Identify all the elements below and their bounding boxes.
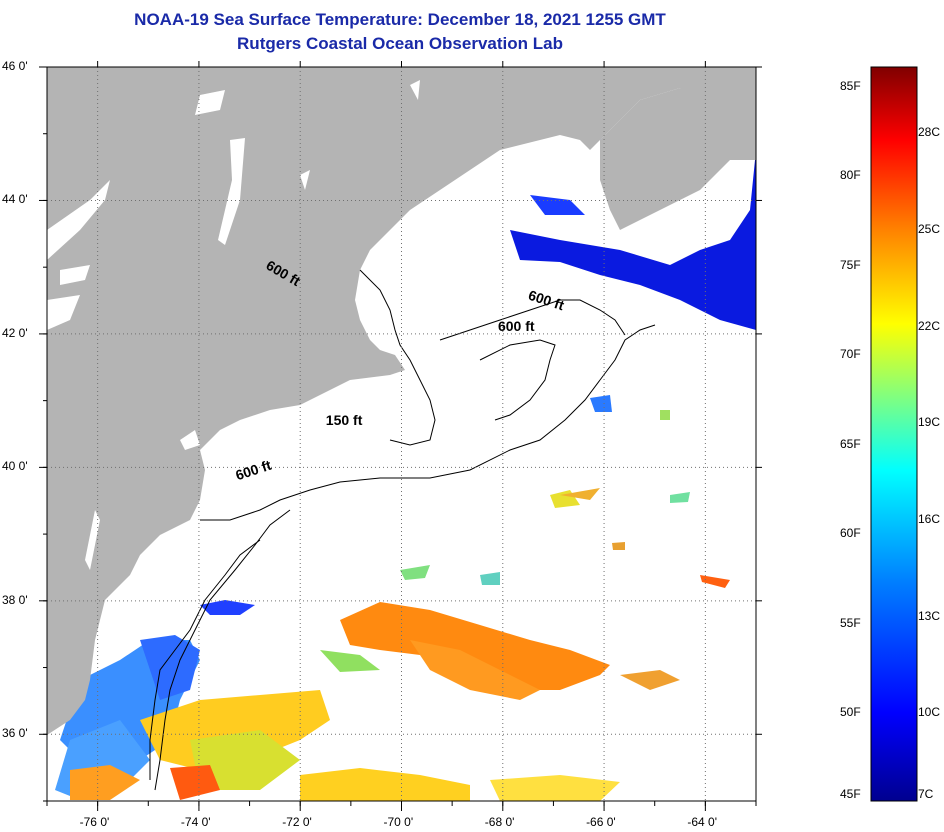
axis-ticks [39, 61, 762, 811]
colorbar-label-f: 80F [840, 168, 861, 183]
bathymetry-contours [149, 269, 656, 791]
colorbar-label-c: 28C [918, 125, 941, 140]
colorbar [870, 66, 918, 802]
longitude-label: -64 0' [687, 815, 717, 829]
colorbar-label-f: 85F [840, 78, 861, 93]
sst-data-patches [55, 90, 756, 801]
longitude-label: -76 0' [79, 815, 110, 829]
latitude-label: 42 0' [2, 325, 28, 340]
longitude-label: -68 0' [484, 815, 515, 829]
latitude-label: 36 0' [2, 726, 28, 741]
latitude-label: 46 0' [2, 59, 28, 73]
colorbar-label-f: 65F [840, 436, 861, 451]
colorbar-label-f: 75F [840, 257, 861, 272]
colorbar-label-f: 70F [840, 347, 861, 362]
colorbar-label-f: 60F [840, 526, 861, 541]
colorbar-label-c: 19C [918, 415, 941, 430]
longitude-label: -66 0' [586, 815, 616, 829]
longitude-label: -70 0' [383, 815, 414, 829]
colorbar-label-f: 55F [840, 615, 861, 630]
longitude-label: -72 0' [282, 815, 312, 829]
colorbar-label-c: 13C [918, 608, 941, 623]
contour-label: 150 ft [325, 411, 363, 428]
colorbar-label-f: 45F [840, 787, 861, 801]
map-title: NOAA-19 Sea Surface Temperature: Decembe… [134, 10, 666, 29]
contour-label: 600 ft [497, 318, 535, 335]
map-subtitle: Rutgers Coastal Ocean Observation Lab [237, 34, 563, 53]
colorbar-label-c: 25C [918, 222, 941, 237]
colorbar-label-c: 7C [918, 787, 934, 801]
colorbar-label-c: 16C [918, 512, 941, 527]
colorbar-label-f: 50F [840, 705, 861, 720]
colorbar-label-c: 10C [918, 705, 941, 720]
latitude-label: 44 0' [2, 192, 28, 207]
colorbar-label-c: 22C [918, 318, 941, 333]
latitude-label: 40 0' [2, 459, 28, 474]
latitude-label: 38 0' [2, 592, 28, 607]
longitude-label: -74 0' [180, 815, 211, 829]
inland-lakes [47, 80, 420, 570]
